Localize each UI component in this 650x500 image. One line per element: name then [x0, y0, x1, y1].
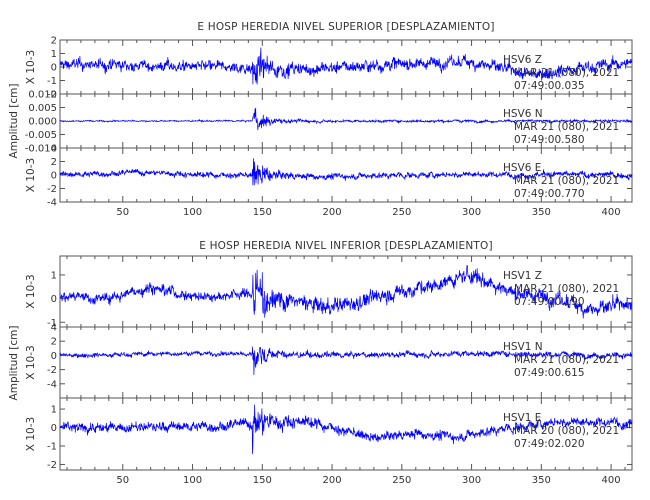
- x-tick-label: 400: [602, 475, 621, 486]
- x-tick-label: 350: [532, 475, 551, 486]
- x-tick-label: 50: [116, 475, 129, 486]
- scale-label: X 10-3: [25, 274, 37, 308]
- trace-annotation: HSV1 Z: [503, 270, 542, 282]
- y-tick-label: 1: [51, 405, 57, 416]
- y-tick-label: -1: [47, 442, 57, 453]
- trace-annotation: 07:49:00.615: [514, 367, 585, 379]
- y-tick-label: 4: [51, 323, 57, 334]
- y-axis-label: Amplitud [cm]: [8, 84, 20, 159]
- x-tick-label: 150: [253, 475, 272, 486]
- trace-annotation: MAR 20 (080), 2021: [514, 425, 619, 437]
- y-tick-label: 0.000: [28, 117, 57, 128]
- x-tick-label: 300: [462, 475, 481, 486]
- y-tick-label: -1: [47, 318, 57, 329]
- trace-annotation: HSV6 E: [503, 162, 541, 174]
- y-tick-label: -4: [47, 379, 57, 390]
- y-tick-label: 4: [51, 144, 57, 155]
- y-tick-label: -2: [47, 184, 57, 195]
- figure-root: E HOSP HEREDIA NIVEL SUPERIOR [DESPLAZAM…: [8, 21, 633, 486]
- trace-annotation: HSV6 N: [503, 108, 543, 120]
- trace-annotation: MAR 21 (080), 2021: [514, 354, 619, 366]
- waveform-n: [59, 346, 633, 376]
- chart-title: E HOSP HEREDIA NIVEL SUPERIOR [DESPLAZAM…: [197, 21, 494, 33]
- x-tick-label: 350: [532, 207, 551, 218]
- x-tick-label: 100: [183, 475, 202, 486]
- chart-1: E HOSP HEREDIA NIVEL SUPERIOR [DESPLAZAM…: [8, 21, 633, 218]
- y-tick-label: 1: [51, 270, 57, 281]
- y-tick-label: 0: [51, 294, 57, 305]
- trace-annotation: 07:49:00.035: [514, 80, 585, 92]
- trace-annotation: MAR 21 (080), 2021: [514, 283, 619, 295]
- x-tick-label: 250: [392, 207, 411, 218]
- y-tick-label: 0: [51, 423, 57, 434]
- trace-annotation: 07:49:00.580: [514, 134, 585, 146]
- y-tick-label: 1: [51, 49, 57, 60]
- trace-annotation: MAR 21 (080), 2021: [514, 67, 619, 79]
- y-tick-label: 0.005: [28, 103, 57, 114]
- x-tick-label: 50: [116, 207, 129, 218]
- y-tick-label: -0.005: [25, 130, 57, 141]
- y-axis-label: Amplitud [cm]: [8, 326, 20, 401]
- trace-annotation: HSV6 Z: [503, 54, 542, 66]
- trace-annotation: HSV1 N: [503, 341, 543, 353]
- y-tick-label: -0.010: [25, 144, 57, 155]
- y-tick-label: -2: [47, 460, 57, 471]
- y-tick-label: -2: [47, 90, 57, 101]
- scale-label: X 10-3: [25, 50, 37, 84]
- waveform-z: [59, 47, 633, 85]
- trace-annotation: MAR 21 (080), 2021: [514, 175, 619, 187]
- x-tick-label: 200: [323, 475, 342, 486]
- y-tick-label: -2: [47, 365, 57, 376]
- chart-title: E HOSP HEREDIA NIVEL INFERIOR [DESPLAZAM…: [199, 240, 493, 252]
- y-tick-label: 2: [51, 36, 57, 47]
- scale-label: X 10-3: [25, 417, 37, 451]
- waveform-e: [59, 158, 633, 186]
- y-tick-label: 0.010: [28, 90, 57, 101]
- chart-2: E HOSP HEREDIA NIVEL INFERIOR [DESPLAZAM…: [8, 240, 633, 486]
- y-tick-label: -4: [47, 198, 57, 209]
- x-tick-label: 300: [462, 207, 481, 218]
- y-tick-label: 0: [51, 63, 57, 74]
- trace-annotation: MAR 21 (080), 2021: [514, 121, 619, 133]
- y-tick-label: -1: [47, 76, 57, 87]
- y-tick-label: 2: [51, 157, 57, 168]
- y-tick-label: 0: [51, 171, 57, 182]
- trace-annotation: 07:49:00.770: [514, 188, 585, 200]
- waveform-z: [59, 265, 633, 319]
- y-tick-label: 2: [51, 337, 57, 348]
- x-tick-label: 200: [323, 207, 342, 218]
- x-tick-label: 400: [602, 207, 621, 218]
- scale-label: X 10-3: [25, 345, 37, 379]
- trace-annotation: 07:49:00.190: [514, 296, 585, 308]
- trace-annotation: 07:49:02.020: [514, 438, 585, 450]
- waveform-n: [59, 107, 633, 131]
- x-tick-label: 100: [183, 207, 202, 218]
- x-tick-label: 250: [392, 475, 411, 486]
- x-tick-label: 150: [253, 207, 272, 218]
- waveform-e: [59, 404, 633, 455]
- trace-annotation: HSV1 E: [503, 412, 541, 424]
- y-tick-label: 0: [51, 351, 57, 362]
- scale-label: X 10-3: [25, 158, 37, 192]
